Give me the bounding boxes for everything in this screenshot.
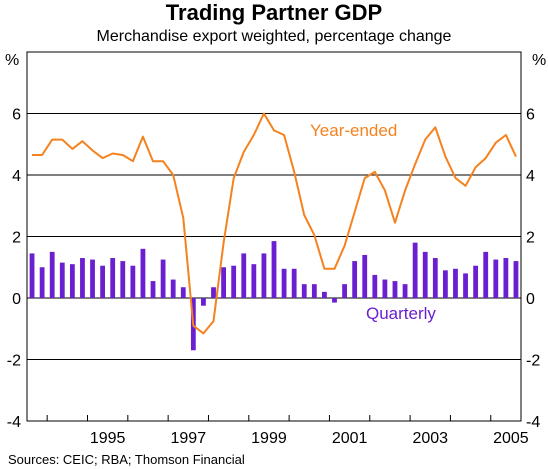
quarterly-bar bbox=[29, 253, 35, 298]
y-unit-right: % bbox=[532, 52, 547, 69]
y-tick-label-right: 6 bbox=[526, 107, 535, 124]
y-tick-label-right: 0 bbox=[526, 291, 535, 308]
quarterly-bar bbox=[110, 258, 116, 298]
quarterly-bar bbox=[493, 259, 499, 298]
axis-ticks bbox=[46, 415, 492, 421]
quarterly-bar bbox=[453, 268, 458, 298]
axis-labels: -4 -4 -2 -2 0 0 2 2 4 4 6 6 1995 1997 1999 2001 2003 2005 bbox=[7, 107, 541, 448]
quarterly-bar bbox=[49, 251, 55, 298]
plot-frame bbox=[26, 51, 522, 422]
x-tick-label: 1997 bbox=[171, 430, 207, 447]
quarterly-bar bbox=[503, 258, 509, 298]
quarterly-bar bbox=[160, 259, 166, 298]
y-tick-label-right: -2 bbox=[526, 353, 540, 370]
quarterly-bar bbox=[342, 284, 347, 298]
annotation-year-ended: Year-ended bbox=[310, 121, 397, 140]
quarterly-bar bbox=[311, 284, 317, 298]
chart-subtitle: Merchandise export weighted, percentage … bbox=[96, 28, 452, 45]
quarterly-bar bbox=[322, 291, 327, 298]
quarterly-bar bbox=[130, 265, 136, 298]
quarterly-bar bbox=[422, 251, 428, 298]
annotation-quarterly: Quarterly bbox=[366, 304, 436, 323]
quarterly-bar bbox=[382, 279, 388, 298]
x-tick-label: 2005 bbox=[493, 430, 529, 447]
quarterly-bar bbox=[69, 264, 75, 298]
quarterly-bar bbox=[271, 241, 277, 298]
quarterly-bar bbox=[362, 254, 368, 298]
quarterly-bar bbox=[201, 298, 206, 306]
y-tick-label-left: 0 bbox=[12, 291, 21, 308]
quarterly-bars bbox=[29, 241, 519, 351]
quarterly-bar bbox=[473, 265, 479, 298]
quarterly-bar bbox=[120, 261, 126, 298]
y-tick-label-left: 4 bbox=[12, 168, 21, 185]
quarterly-bar bbox=[90, 259, 95, 298]
quarterly-bar bbox=[442, 270, 448, 298]
chart-title: Trading Partner GDP bbox=[165, 0, 383, 25]
quarterly-bar bbox=[150, 281, 156, 298]
quarterly-bar bbox=[170, 279, 176, 298]
year-ended-line bbox=[32, 112, 517, 335]
source-note: Sources: CEIC; RBA; Thomson Financial bbox=[8, 452, 245, 467]
quarterly-bar bbox=[372, 274, 378, 298]
y-tick-label-left: 6 bbox=[12, 107, 21, 124]
y-tick-label-right: 2 bbox=[526, 230, 535, 247]
y-tick-label-left: -4 bbox=[7, 414, 21, 431]
quarterly-bar bbox=[211, 287, 216, 298]
quarterly-bar bbox=[412, 242, 418, 298]
year-ended-line-group bbox=[32, 112, 517, 335]
quarterly-bar bbox=[291, 268, 297, 298]
quarterly-bar bbox=[251, 264, 257, 298]
quarterly-bar bbox=[402, 284, 408, 298]
x-tick-label: 2001 bbox=[332, 430, 368, 447]
quarterly-bar bbox=[39, 267, 45, 298]
y-unit-left: % bbox=[5, 52, 20, 69]
quarterly-bar bbox=[100, 265, 106, 298]
quarterly-bar bbox=[180, 287, 186, 298]
quarterly-bar bbox=[463, 273, 468, 298]
quarterly-bar bbox=[261, 253, 267, 298]
quarterly-bar bbox=[241, 253, 247, 298]
quarterly-bar bbox=[483, 251, 489, 298]
quarterly-bar bbox=[432, 258, 438, 298]
y-tick-label-left: -2 bbox=[7, 353, 21, 370]
quarterly-bar bbox=[332, 298, 337, 303]
y-tick-label-right: 4 bbox=[526, 168, 535, 185]
x-tick-label: 1999 bbox=[251, 430, 287, 447]
x-tick-label: 2003 bbox=[412, 430, 448, 447]
quarterly-bar bbox=[221, 267, 226, 298]
quarterly-bar bbox=[140, 248, 146, 298]
quarterly-bar bbox=[59, 262, 65, 298]
quarterly-bar bbox=[513, 261, 519, 298]
quarterly-bar bbox=[352, 261, 358, 298]
quarterly-bar bbox=[281, 268, 287, 298]
x-tick-label: 1995 bbox=[90, 430, 126, 447]
quarterly-bar bbox=[392, 281, 398, 298]
quarterly-bar bbox=[301, 284, 307, 298]
y-tick-label-right: -4 bbox=[526, 414, 540, 431]
quarterly-bar bbox=[80, 258, 85, 298]
quarterly-bar bbox=[231, 265, 237, 298]
y-tick-label-left: 2 bbox=[12, 230, 21, 247]
